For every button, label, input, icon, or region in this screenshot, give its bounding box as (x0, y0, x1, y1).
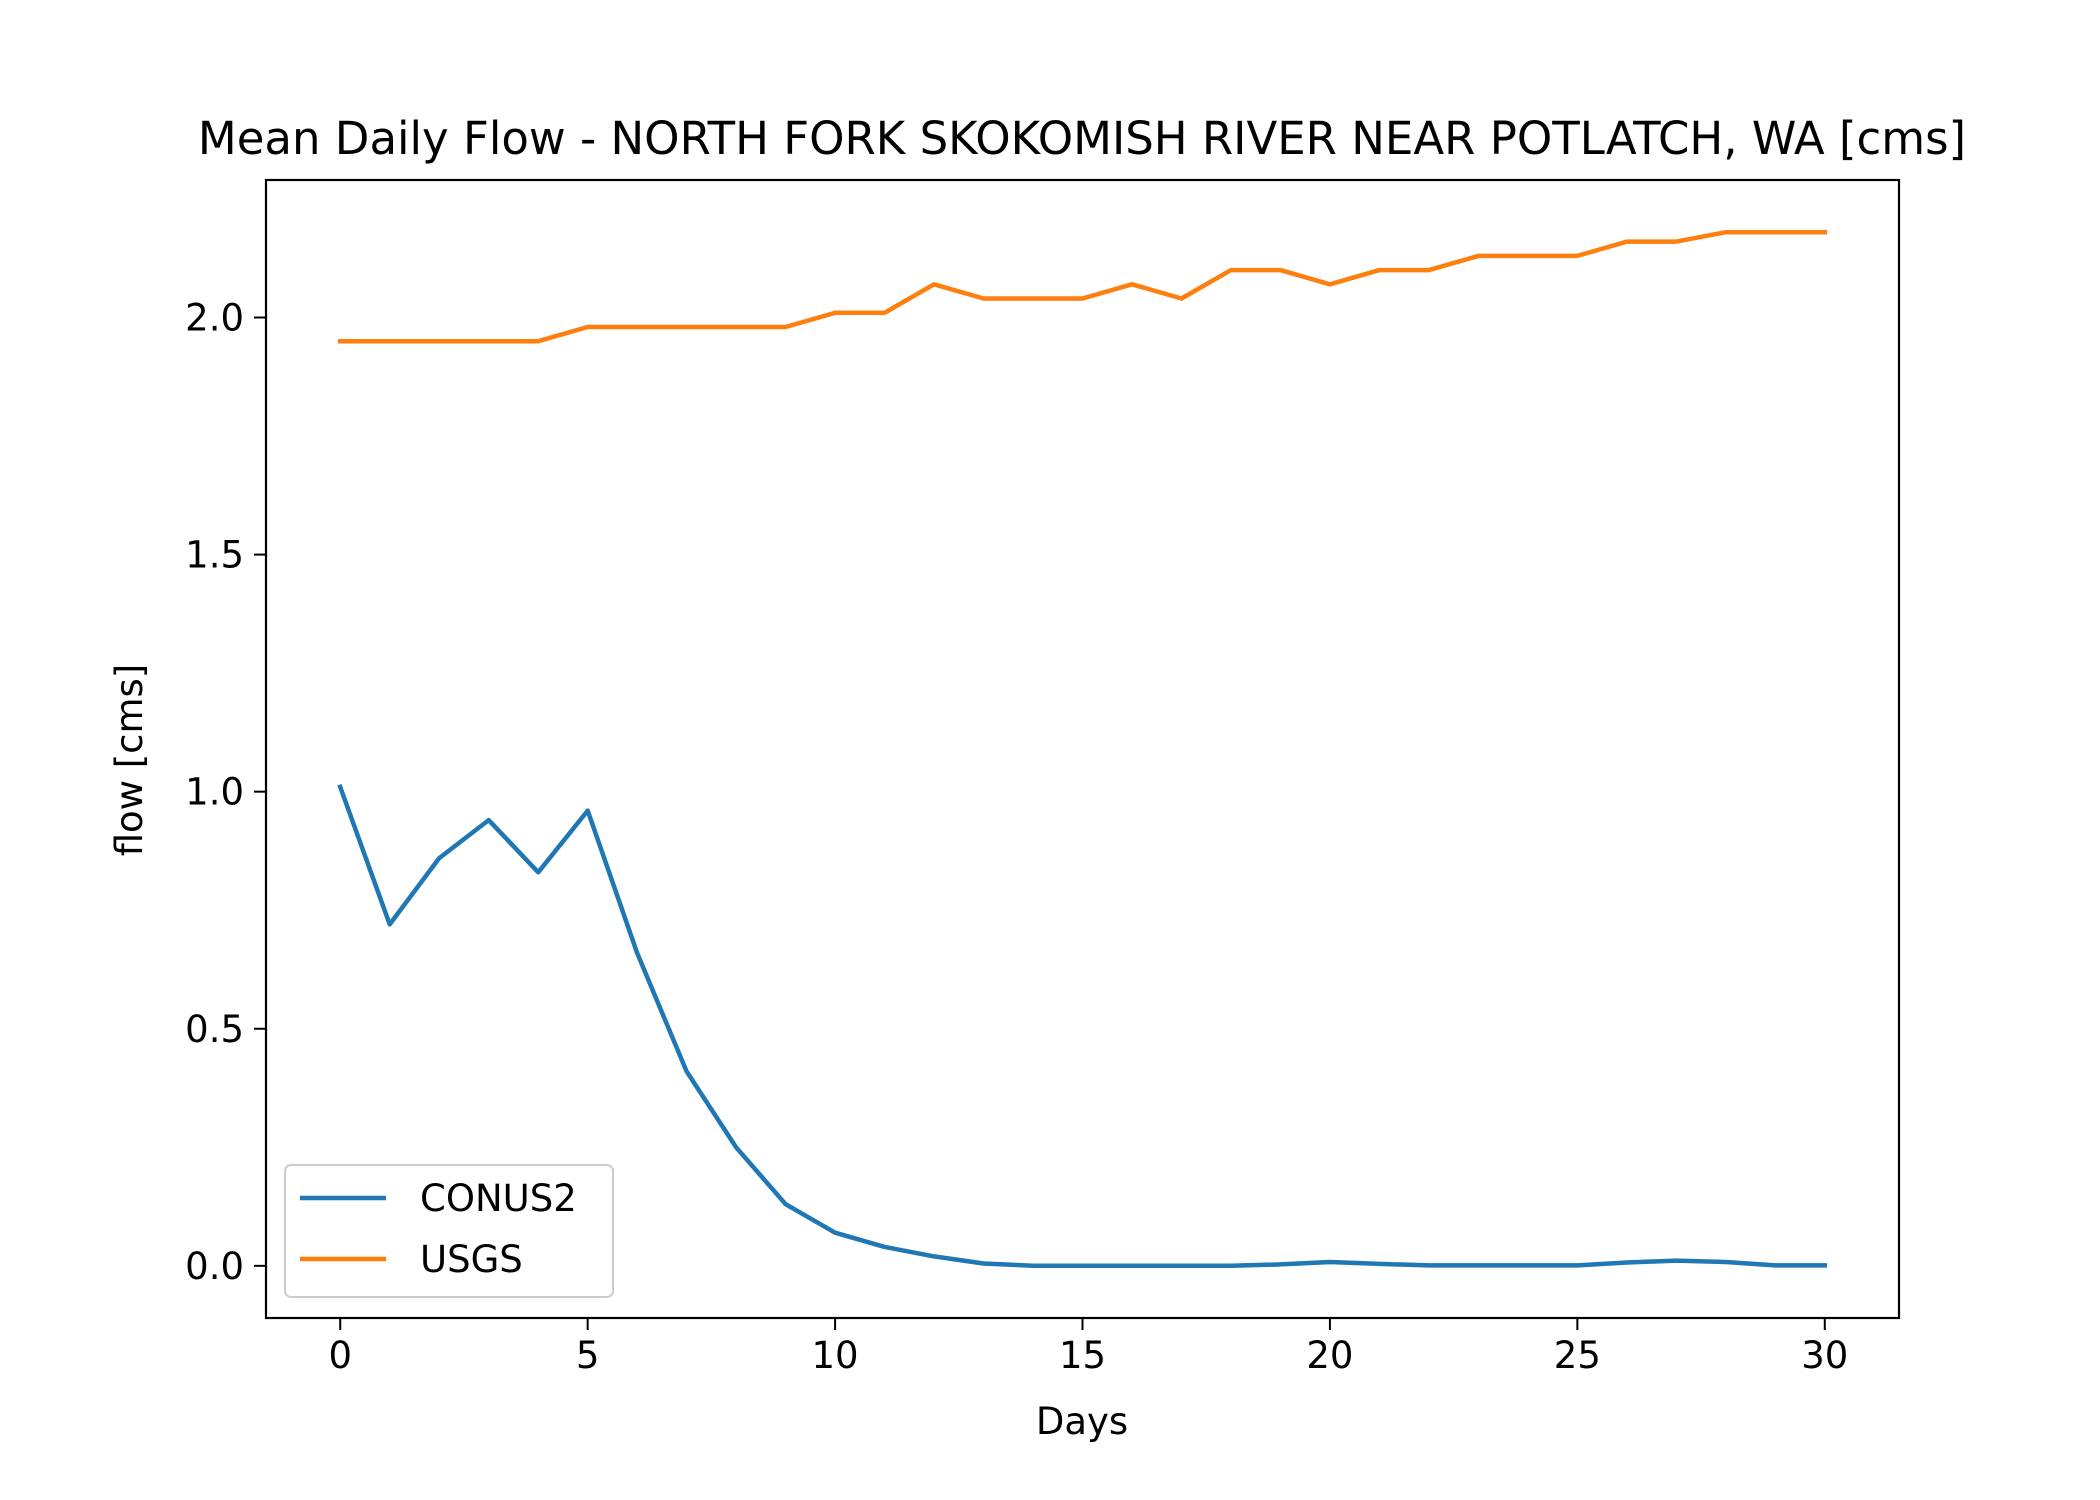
y-tick-label: 2.0 (185, 297, 244, 340)
y-tick-label: 1.5 (185, 534, 244, 577)
series-line-conus2 (337, 784, 1828, 1269)
plot-area: 0 5 10 15 20 25 30 0.0 0.5 1.0 1.5 2.0 CONUS2 USGS (185, 178, 1901, 1377)
y-tick-label: 1.0 (185, 771, 244, 814)
x-tick-label: 5 (576, 1334, 600, 1377)
legend-label: CONUS2 (420, 1177, 577, 1220)
legend: CONUS2 USGS (284, 1164, 614, 1298)
x-axis-label: Days (1036, 1400, 1128, 1443)
legend-label: USGS (420, 1238, 523, 1281)
x-tick-label: 0 (328, 1334, 352, 1377)
y-tick-label: 0.0 (185, 1245, 244, 1288)
x-tick-label: 25 (1554, 1334, 1601, 1377)
chart-title: Mean Daily Flow - NORTH FORK SKOKOMISH R… (198, 112, 1966, 165)
x-tick-label: 20 (1306, 1334, 1353, 1377)
x-tick-label: 30 (1801, 1334, 1848, 1377)
legend-item: USGS (300, 1238, 523, 1281)
y-tick-label: 0.5 (185, 1008, 244, 1051)
x-tick-label: 15 (1059, 1334, 1106, 1377)
y-axis-label: flow [cms] (108, 664, 151, 857)
legend-item: CONUS2 (300, 1177, 577, 1220)
series-line-usgs (337, 229, 1828, 344)
x-tick-label: 10 (812, 1334, 859, 1377)
